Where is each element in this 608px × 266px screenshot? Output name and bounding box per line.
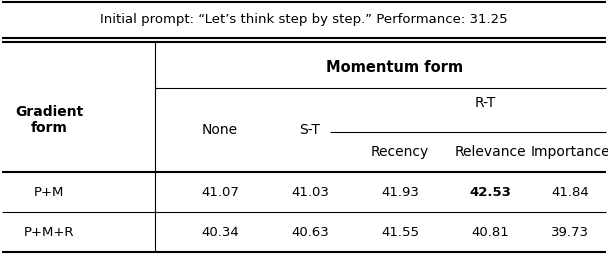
Text: Importance: Importance — [530, 145, 608, 159]
Text: 41.03: 41.03 — [291, 185, 329, 198]
Text: 39.73: 39.73 — [551, 226, 589, 239]
Text: Recency: Recency — [371, 145, 429, 159]
Text: S-T: S-T — [300, 123, 320, 137]
Text: Momentum form: Momentum form — [326, 60, 463, 76]
Text: Relevance: Relevance — [454, 145, 526, 159]
Text: 41.07: 41.07 — [201, 185, 239, 198]
Text: 41.55: 41.55 — [381, 226, 419, 239]
Text: 40.63: 40.63 — [291, 226, 329, 239]
Text: Initial prompt: “Let’s think step by step.” Performance: 31.25: Initial prompt: “Let’s think step by ste… — [100, 14, 508, 27]
Text: 40.81: 40.81 — [471, 226, 509, 239]
Text: Gradient
form: Gradient form — [15, 105, 83, 135]
Text: P+M+R: P+M+R — [24, 226, 74, 239]
Text: 40.34: 40.34 — [201, 226, 239, 239]
Text: P+M: P+M — [34, 185, 64, 198]
Text: 41.84: 41.84 — [551, 185, 589, 198]
Text: None: None — [202, 123, 238, 137]
Text: 41.93: 41.93 — [381, 185, 419, 198]
Text: 42.53: 42.53 — [469, 185, 511, 198]
Text: R-T: R-T — [474, 96, 496, 110]
